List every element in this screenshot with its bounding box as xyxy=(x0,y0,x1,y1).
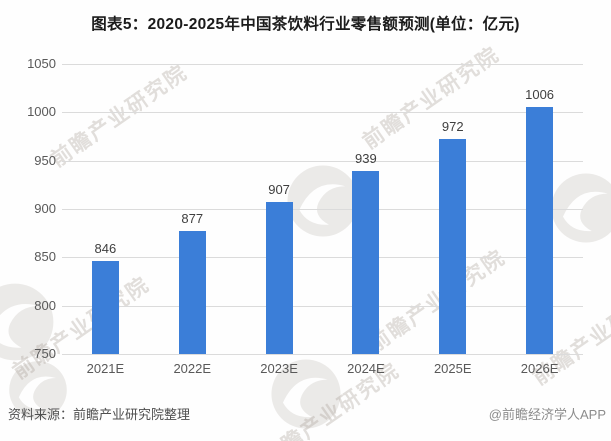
x-tick-label: 2025E xyxy=(433,361,472,376)
x-tick-label: 2026E xyxy=(520,361,559,376)
gridline xyxy=(62,305,583,307)
bar-value-label: 877 xyxy=(181,211,204,227)
y-tick-label: 1000 xyxy=(27,104,56,120)
gridline xyxy=(62,354,583,355)
bar-2024E xyxy=(352,171,380,354)
x-tick-label: 2023E xyxy=(260,361,298,376)
x-tick-label: 2022E xyxy=(173,361,212,376)
y-tick-label: 750 xyxy=(34,346,56,361)
plot-area: 846 877 907 939 972 1006 xyxy=(62,64,583,355)
bar-value-label: 972 xyxy=(441,119,464,135)
y-tick-label: 900 xyxy=(34,201,56,216)
y-tick-label: 950 xyxy=(34,152,56,168)
bar-value-label: 907 xyxy=(268,182,290,198)
x-tick-label: 2021E xyxy=(86,361,125,376)
figure-footer: 资料来源：前瞻产业研究院整理 @前瞻经济学人APP xyxy=(0,403,611,427)
gridline xyxy=(62,112,583,114)
y-tick-label: 800 xyxy=(34,297,56,313)
gridline xyxy=(62,160,583,162)
bar-value-label: 939 xyxy=(355,151,377,167)
bar-2025E xyxy=(439,139,467,354)
bar-2026E xyxy=(526,106,554,354)
bar-2023E xyxy=(265,202,293,354)
gridline xyxy=(62,64,583,65)
source-note: 资料来源：前瞻产业研究院整理 xyxy=(8,407,191,422)
y-tick-label: 850 xyxy=(34,249,56,265)
gridline xyxy=(62,257,583,259)
gridline xyxy=(62,209,583,210)
bar-2022E xyxy=(178,231,206,354)
y-tick-label: 1050 xyxy=(27,56,56,71)
credit-note: @前瞻经济学人APP xyxy=(488,407,606,422)
x-tick-label: 2024E xyxy=(347,361,385,376)
bar-2021E xyxy=(91,261,119,354)
bar-value-label: 846 xyxy=(94,241,117,257)
chart-title: 图表5：2020-2025年中国茶饮料行业零售额预测(单位：亿元) xyxy=(91,16,520,33)
bar-value-label: 1006 xyxy=(525,86,555,102)
